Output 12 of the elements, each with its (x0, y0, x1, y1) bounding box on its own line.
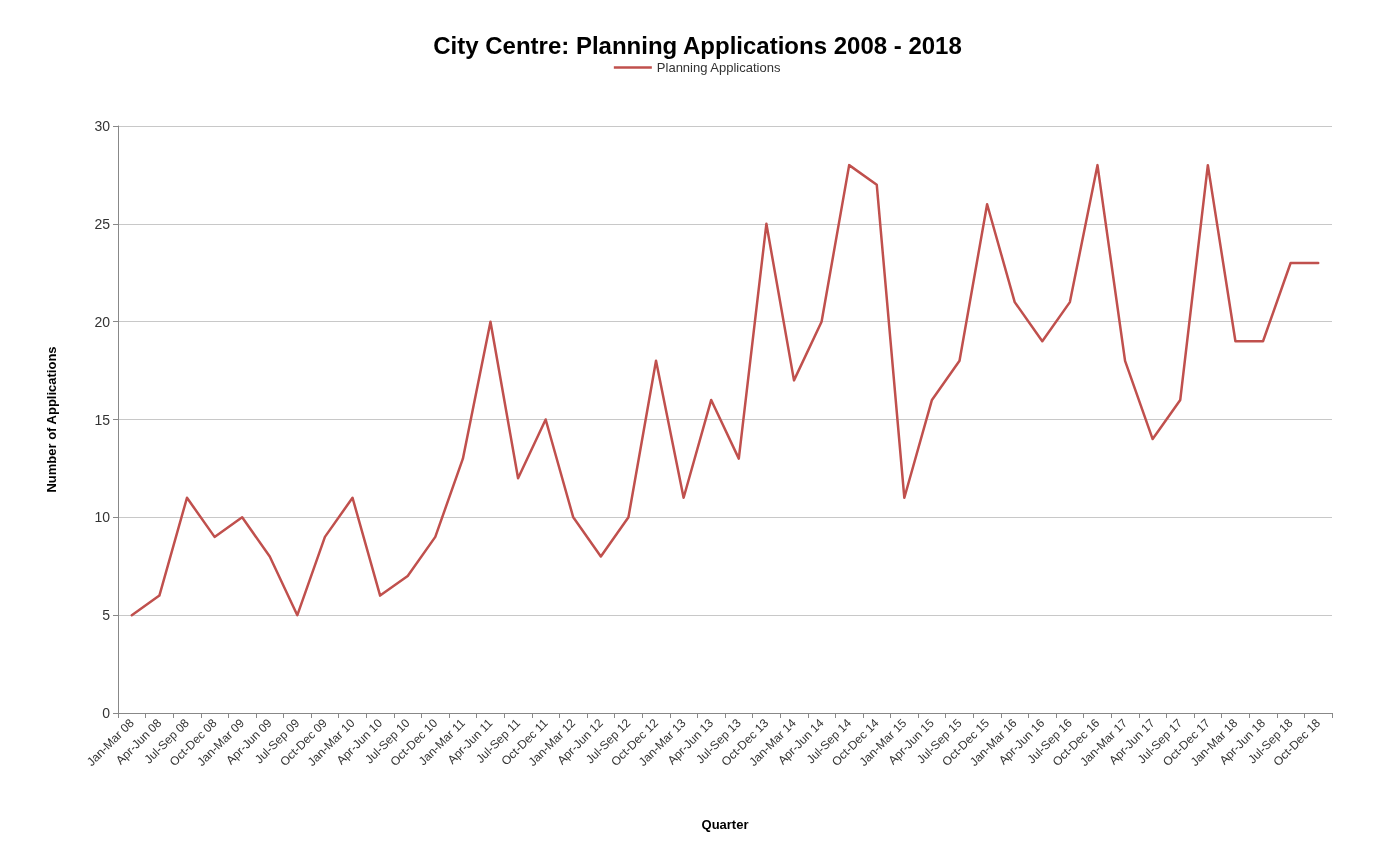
y-tick-label: 30 (94, 118, 111, 134)
y-tick-label: 5 (102, 607, 111, 624)
line-series (130, 163, 1320, 617)
y-tick-label: 0 (102, 705, 111, 721)
y-tick-label: 25 (94, 215, 111, 232)
y-tick-label: 10 (94, 509, 111, 526)
chart-title: City Centre: Planning Applications 2008 - 2018 (433, 31, 962, 59)
x-axis-title: Quarter (701, 817, 749, 832)
y-axis-title: Number of Applications (44, 346, 59, 493)
y-tick-label: 20 (94, 313, 111, 330)
legend-label: Planning Applications (656, 60, 781, 75)
y-tick-label: 15 (94, 411, 111, 428)
